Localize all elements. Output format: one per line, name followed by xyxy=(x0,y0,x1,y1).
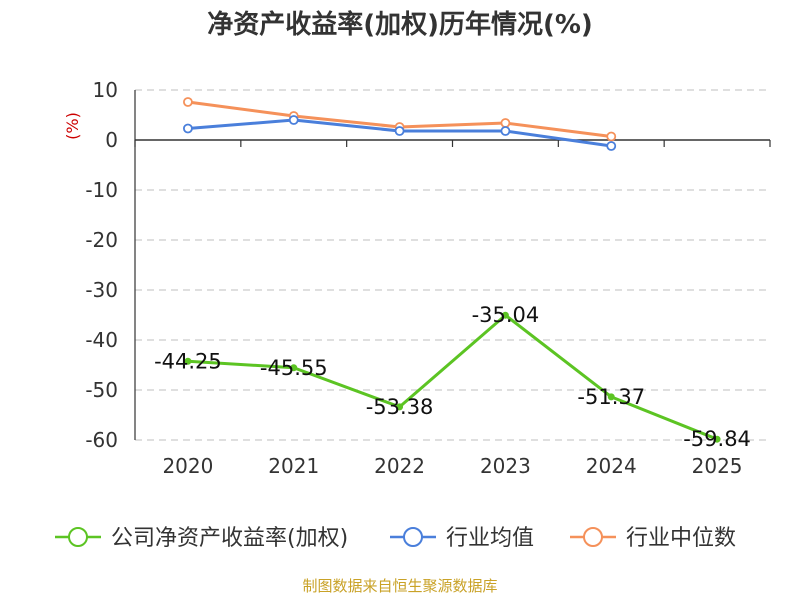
y-tick-label: 10 xyxy=(93,78,118,102)
legend-label: 行业均值 xyxy=(446,526,534,551)
grid-lines xyxy=(135,89,770,441)
company-roe-line xyxy=(187,313,718,441)
legend-swatch-marker xyxy=(403,527,423,547)
x-tick-label: 2021 xyxy=(268,454,319,478)
legend-swatch-marker xyxy=(68,527,88,547)
data-label: -45.55 xyxy=(260,356,328,380)
legend-label: 公司净资产收益率(加权) xyxy=(111,526,348,551)
data-label: -59.84 xyxy=(683,427,751,451)
data-labels: -44.25 -45.55 -53.38 -35.04 -51.37 -59.84 xyxy=(154,303,751,451)
y-tick-label: -60 xyxy=(85,428,118,452)
data-label: -35.04 xyxy=(472,303,540,327)
industry-average-point xyxy=(500,126,511,136)
company-roe-point xyxy=(396,403,404,411)
industry-average-point xyxy=(183,123,193,134)
source-note: 制图数据来自恒生聚源数据库 xyxy=(302,577,497,595)
company-roe-point xyxy=(607,393,615,401)
industry-median-point xyxy=(606,131,617,142)
industry-median-point xyxy=(500,118,511,128)
axes: 10 0 -10 -20 -30 -40 -50 -60 2020 2021 2022 2023 202… xyxy=(85,78,771,478)
data-label: -51.37 xyxy=(577,385,645,409)
x-tick-label: 2020 xyxy=(162,454,213,478)
industry-median-point xyxy=(183,97,193,107)
legend-item[interactable]: 行业均值 xyxy=(390,526,534,551)
y-tick-label: -10 xyxy=(85,178,118,202)
legend-swatch-marker xyxy=(583,527,603,547)
x-tick-label: 2024 xyxy=(586,454,637,478)
data-label: -44.25 xyxy=(154,349,222,373)
chart-title: 净资产收益率(加权)历年情况(%) xyxy=(207,9,593,40)
company-roe-point xyxy=(184,357,192,365)
legend[interactable]: 公司净资产收益率(加权) 行业均值 行业中位数 xyxy=(55,526,736,551)
legend-item[interactable]: 行业中位数 xyxy=(570,526,736,551)
x-tick-label: 2022 xyxy=(374,454,425,478)
industry-average-point xyxy=(394,126,405,136)
data-label: -53.38 xyxy=(366,395,434,419)
company-roe-point xyxy=(713,435,721,443)
x-tick-label: 2025 xyxy=(692,454,743,478)
y-tick-label: -20 xyxy=(85,228,118,252)
industry-average-point xyxy=(606,141,617,151)
legend-label: 行业中位数 xyxy=(626,526,736,551)
legend-item[interactable]: 公司净资产收益率(加权) xyxy=(55,526,348,551)
y-tick-label: -50 xyxy=(85,378,118,402)
industry-average-point xyxy=(288,115,299,125)
y-tick-label: -30 xyxy=(85,278,118,302)
company-roe-point xyxy=(290,364,298,372)
y-tick-label: 0 xyxy=(105,128,118,152)
x-tick-label: 2023 xyxy=(480,454,531,478)
y-tick-label: -40 xyxy=(85,328,118,352)
series-lines xyxy=(183,97,721,443)
company-roe-point xyxy=(501,311,509,319)
y-axis-unit: (%) xyxy=(63,112,82,140)
